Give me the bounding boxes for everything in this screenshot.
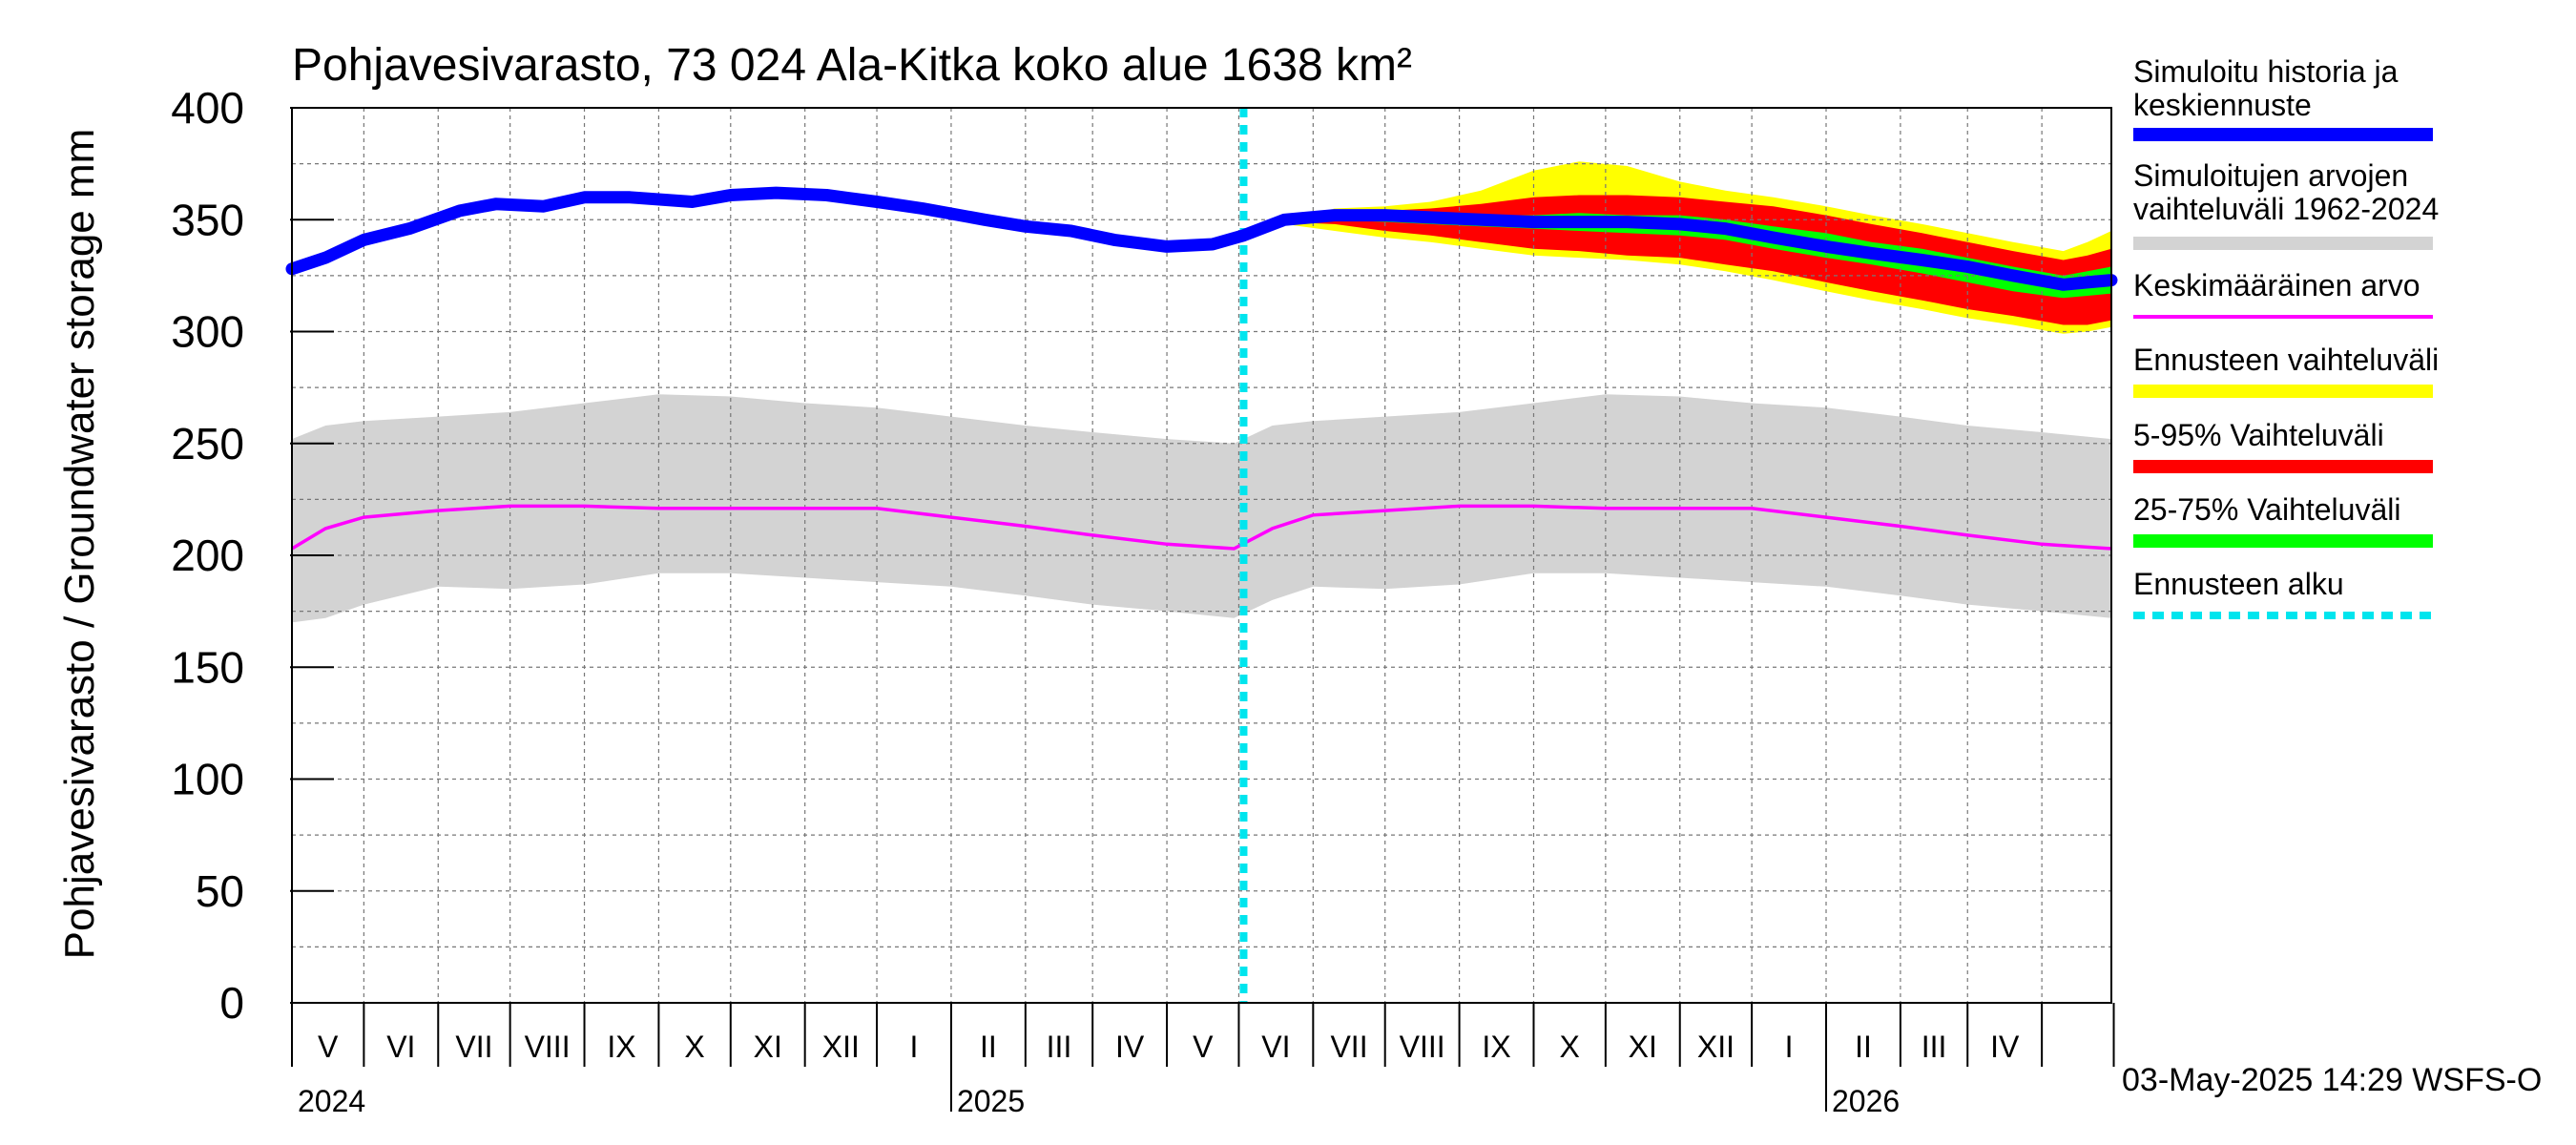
month-label: XII bbox=[1697, 1030, 1735, 1064]
series-layer bbox=[285, 108, 2118, 1003]
month-label: IX bbox=[1482, 1030, 1510, 1064]
legend-label-line: vaihteluväli 1962-2024 bbox=[2133, 192, 2439, 226]
y-tick-label: 350 bbox=[171, 195, 244, 244]
legend: Simuloitu historia ja keskiennusteSimuloi… bbox=[2133, 54, 2439, 619]
legend-label-line: keskiennuste bbox=[2133, 88, 2312, 122]
legend-label-line: Simuloitujen arvojen bbox=[2133, 158, 2408, 193]
y-tick-label: 300 bbox=[171, 307, 244, 357]
y-tick-label: 0 bbox=[219, 978, 244, 1028]
grid-layer bbox=[292, 108, 2111, 1003]
legend-label-p25_75: 25-75% Vaihteluväli bbox=[2133, 492, 2400, 527]
legend-label-p5_95: 5-95% Vaihteluväli bbox=[2133, 418, 2384, 452]
month-label: I bbox=[1785, 1030, 1794, 1064]
month-label: VIII bbox=[525, 1030, 571, 1064]
month-label: V bbox=[1193, 1030, 1214, 1064]
month-label: VI bbox=[1261, 1030, 1290, 1064]
month-label: VIII bbox=[1400, 1030, 1445, 1064]
legend-label-fc_start: Ennusteen alku bbox=[2133, 567, 2344, 601]
axes-layer: V VI VII VIII IX X XI XII I II III IV V VI VII VIII IX X X… bbox=[171, 83, 2115, 1118]
month-label: VI bbox=[386, 1030, 415, 1064]
month-label: V bbox=[318, 1030, 339, 1064]
legend-label-history: Simuloitu historia ja keskiennuste bbox=[2133, 54, 2399, 122]
legend-label-line: Simuloitu historia ja bbox=[2133, 54, 2399, 89]
month-label: XI bbox=[754, 1030, 782, 1064]
month-label: VII bbox=[1330, 1030, 1367, 1064]
historical-range-band bbox=[292, 394, 2111, 623]
month-label: X bbox=[1559, 1030, 1579, 1064]
month-label: II bbox=[1855, 1030, 1872, 1064]
y-axis-label: Pohjavesivarasto / Groundwater storage m… bbox=[56, 129, 103, 960]
legend-label-fc_range: Ennusteen vaihteluväli bbox=[2133, 343, 2439, 377]
month-label: X bbox=[684, 1030, 704, 1064]
y-tick-label: 100 bbox=[171, 755, 244, 804]
y-tick-label: 250 bbox=[171, 419, 244, 468]
legend-label-mean: Keskimääräinen arvo bbox=[2133, 268, 2420, 302]
month-label: IV bbox=[1990, 1030, 2020, 1064]
p5-95-band bbox=[1243, 195, 2111, 325]
history-line bbox=[285, 186, 2118, 291]
year-label: 2026 bbox=[1832, 1084, 1900, 1118]
y-tick-label: 150 bbox=[171, 642, 244, 692]
y-tick-label: 50 bbox=[196, 866, 244, 916]
mean-line bbox=[291, 504, 2112, 551]
band-layer bbox=[292, 161, 2111, 623]
month-label: II bbox=[980, 1030, 997, 1064]
month-label: IV bbox=[1115, 1030, 1145, 1064]
month-label: III bbox=[1922, 1030, 1947, 1064]
y-tick-label: 400 bbox=[171, 83, 244, 133]
year-label: 2025 bbox=[957, 1084, 1025, 1118]
chart-title: Pohjavesivarasto, 73 024 Ala-Kitka koko … bbox=[292, 40, 1412, 91]
y-tick-label: 200 bbox=[171, 531, 244, 580]
month-label: III bbox=[1047, 1030, 1072, 1064]
year-label: 2024 bbox=[298, 1084, 365, 1118]
legend-label-range: Simuloitujen arvojen vaihteluväli 1962-20… bbox=[2133, 158, 2439, 226]
month-label: VII bbox=[455, 1030, 492, 1064]
month-label: IX bbox=[607, 1030, 635, 1064]
month-label: XI bbox=[1629, 1030, 1657, 1064]
month-label: XII bbox=[822, 1030, 860, 1064]
month-label: I bbox=[910, 1030, 919, 1064]
timestamp: 03-May-2025 14:29 WSFS-O bbox=[2122, 1062, 2542, 1098]
